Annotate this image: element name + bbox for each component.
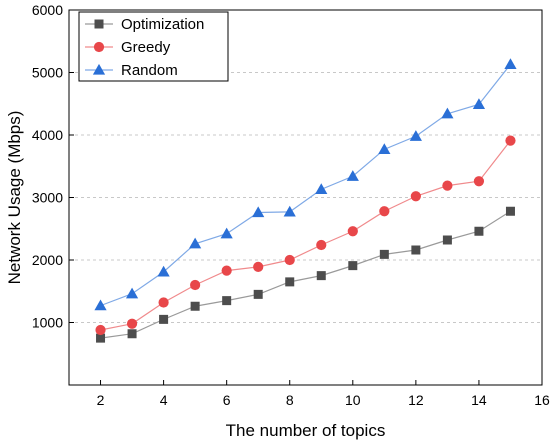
x-tick-label: 14 <box>471 392 487 408</box>
data-point-greedy <box>347 226 358 237</box>
data-point-optimization <box>474 226 484 236</box>
x-tick-label: 10 <box>345 392 361 408</box>
series-group <box>94 58 517 343</box>
y-axis-label: Network Usage (Mbps) <box>5 111 24 285</box>
legend-marker-random <box>92 63 106 75</box>
legend: Optimization Greedy Random <box>78 11 229 82</box>
data-point-greedy <box>379 206 390 217</box>
series-optimization <box>96 206 515 343</box>
data-point-optimization <box>442 235 452 245</box>
data-point-random <box>409 130 422 141</box>
data-point-optimization <box>379 249 389 259</box>
y-tick-label: 6000 <box>32 2 63 18</box>
series-random <box>94 58 517 311</box>
data-point-greedy <box>190 279 201 291</box>
legend-marker-greedy <box>93 41 105 53</box>
series-line-optimization <box>100 210 511 339</box>
data-point-optimization <box>411 245 421 255</box>
x-tick-label: 2 <box>97 392 105 408</box>
data-point-random <box>220 227 233 239</box>
data-point-greedy <box>158 297 169 308</box>
data-point-random <box>94 299 107 311</box>
legend-item-random: Random <box>85 62 178 79</box>
data-point-optimization <box>285 277 295 287</box>
data-point-random <box>157 265 170 277</box>
legend-label-random: Random <box>121 62 178 79</box>
legend-label-optimization: Optimization <box>121 16 204 33</box>
y-tick-label: 2000 <box>32 252 63 268</box>
data-point-greedy <box>505 135 516 146</box>
data-point-greedy <box>442 180 453 191</box>
data-point-greedy <box>221 265 232 276</box>
x-tick-label: 12 <box>408 392 424 408</box>
data-point-optimization <box>348 261 358 271</box>
data-point-greedy <box>316 239 327 251</box>
legend-item-optimization: Optimization <box>85 16 204 33</box>
legend-item-greedy: Greedy <box>85 39 171 56</box>
y-tick-label: 3000 <box>32 190 63 206</box>
data-point-greedy <box>473 176 485 187</box>
x-axis-label: The number of topics <box>226 421 386 440</box>
grid-lines <box>69 72 542 323</box>
series-greedy <box>95 135 516 336</box>
data-point-random <box>441 107 454 119</box>
data-point-random <box>472 98 486 109</box>
data-point-optimization <box>127 329 137 339</box>
data-point-random <box>252 206 265 218</box>
data-point-greedy <box>284 254 295 266</box>
data-point-greedy <box>410 191 421 202</box>
data-point-optimization <box>253 289 263 299</box>
data-point-random <box>189 237 202 249</box>
x-tick-label: 16 <box>534 392 550 408</box>
data-point-random <box>125 287 139 299</box>
x-tick-label: 8 <box>286 392 294 408</box>
data-point-random <box>315 183 328 194</box>
data-point-optimization <box>190 301 200 311</box>
legend-marker-optimization <box>94 19 104 29</box>
y-tick-label: 4000 <box>32 127 63 143</box>
data-point-greedy <box>95 324 106 336</box>
data-point-random <box>378 143 391 154</box>
y-tick-label: 5000 <box>32 65 63 81</box>
data-point-optimization <box>316 271 326 281</box>
axis-ticks: 1000 2000 3000 4000 5000 6000 2 4 6 8 10 12 14 16 <box>32 2 550 408</box>
data-point-random <box>283 205 296 217</box>
data-point-optimization <box>159 314 169 324</box>
data-point-optimization <box>505 206 515 216</box>
x-tick-label: 6 <box>223 392 231 408</box>
x-tick-label: 4 <box>160 392 168 408</box>
data-point-greedy <box>126 318 138 329</box>
y-tick-label: 1000 <box>32 315 63 331</box>
legend-label-greedy: Greedy <box>121 39 171 56</box>
data-point-optimization <box>222 296 232 306</box>
data-point-optimization <box>96 333 106 343</box>
data-point-random <box>504 58 517 69</box>
data-point-random <box>346 170 359 181</box>
series-line-greedy <box>100 140 511 331</box>
data-point-greedy <box>253 261 264 272</box>
